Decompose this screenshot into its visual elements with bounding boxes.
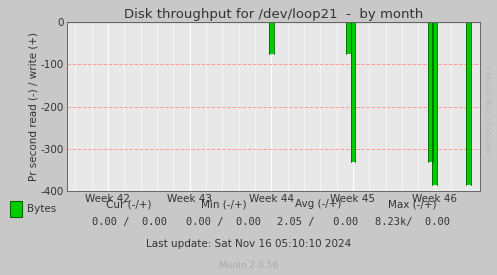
Text: Cur (-/+): Cur (-/+)	[106, 199, 152, 209]
Text: Last update: Sat Nov 16 05:10:10 2024: Last update: Sat Nov 16 05:10:10 2024	[146, 239, 351, 249]
Text: 8.23k/  0.00: 8.23k/ 0.00	[375, 217, 450, 227]
Text: Max (-/+): Max (-/+)	[388, 199, 437, 209]
Text: Bytes: Bytes	[27, 204, 57, 214]
Title: Disk throughput for /dev/loop21  -  by month: Disk throughput for /dev/loop21 - by mon…	[124, 8, 423, 21]
Text: Avg (-/+): Avg (-/+)	[295, 199, 341, 209]
Text: Min (-/+): Min (-/+)	[201, 199, 247, 209]
Text: 0.00 /  0.00: 0.00 / 0.00	[186, 217, 261, 227]
Text: 2.05 /   0.00: 2.05 / 0.00	[277, 217, 359, 227]
Bar	[10, 201, 22, 217]
Text: 0.00 /  0.00: 0.00 / 0.00	[92, 217, 166, 227]
Text: Munin 2.0.56: Munin 2.0.56	[219, 261, 278, 270]
Text: RRDTOOL / TOBI OETIKER: RRDTOOL / TOBI OETIKER	[487, 66, 493, 154]
Y-axis label: Pr second read (-) / write (+): Pr second read (-) / write (+)	[28, 32, 38, 181]
